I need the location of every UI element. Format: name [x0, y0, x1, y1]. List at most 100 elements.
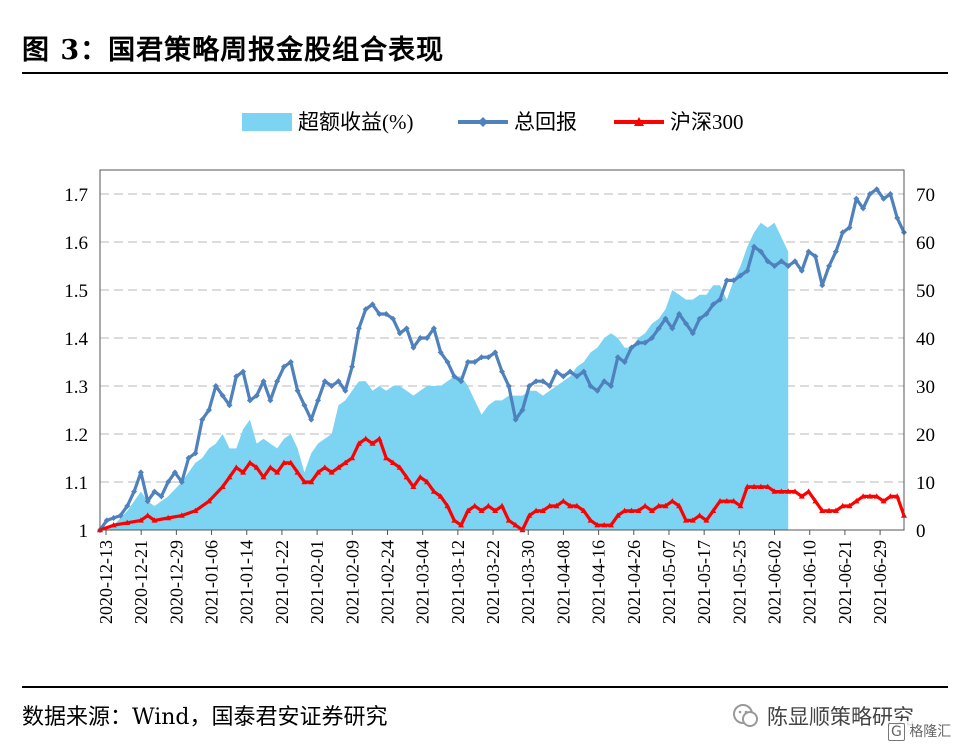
total-return-point — [608, 383, 615, 389]
total-return-point — [662, 315, 669, 322]
x-tick-label: 2020-12-13 — [96, 540, 116, 624]
hs300-point — [839, 502, 846, 509]
hs300-point — [894, 493, 901, 499]
total-return-point — [301, 402, 308, 409]
total-return-point — [519, 407, 526, 413]
total-return-point — [253, 392, 260, 399]
total-return-point — [642, 339, 649, 346]
total-return-point — [873, 186, 880, 193]
total-return-point — [185, 455, 192, 461]
total-return-point — [444, 359, 451, 365]
hs300-point — [846, 502, 853, 509]
hs300-point — [791, 488, 798, 494]
y-right-tick-label: 50 — [916, 281, 935, 302]
total-return-point — [260, 378, 267, 385]
x-tick-label: 2021-03-30 — [518, 540, 538, 624]
hs300-point — [464, 507, 471, 513]
hs300-point — [444, 502, 451, 509]
hs300-point — [178, 512, 185, 518]
total-return-point — [383, 311, 390, 317]
total-return-point — [274, 378, 281, 385]
hs300-point — [137, 517, 144, 523]
total-return-point — [192, 450, 199, 457]
total-return-point — [178, 479, 185, 485]
hs300-point — [771, 488, 778, 494]
total-return-point — [866, 191, 873, 197]
total-return-point — [594, 387, 601, 394]
hs300-point — [730, 498, 737, 504]
hs300-point — [880, 498, 887, 504]
hs300-point — [335, 464, 342, 470]
total-return-point — [682, 320, 689, 327]
hs300-point — [785, 488, 792, 494]
total-return-point — [853, 195, 860, 202]
total-return-point — [819, 282, 826, 289]
hs300-point — [594, 522, 601, 528]
hs300-point — [533, 507, 540, 513]
total-return-point — [458, 378, 465, 385]
tick-labels: 1 1.1 1.2 1.3 1.4 1.5 1.6 1.7 0 10 20 30 40 50 60 70 202… — [64, 185, 935, 624]
y-left-tick-label: 1.3 — [64, 377, 88, 398]
hs300-point — [648, 507, 655, 513]
total-return-point — [744, 267, 751, 274]
total-return-point — [165, 479, 172, 485]
hs300-point — [580, 507, 587, 513]
hs300-point — [376, 435, 383, 441]
hs300-point — [696, 512, 703, 518]
hs300-point — [853, 498, 860, 504]
total-return-point — [464, 359, 471, 365]
hs300-point — [737, 502, 744, 509]
hs300-point — [417, 474, 424, 480]
x-tick-label: 2021-01-14 — [237, 540, 257, 624]
hs300-point — [669, 498, 676, 504]
total-return-point — [614, 354, 621, 361]
x-tick-label: 2021-02-09 — [342, 540, 362, 624]
hs300-point — [492, 507, 499, 513]
total-return-point — [703, 311, 710, 317]
hs300-point — [560, 498, 567, 504]
hs300-point — [355, 440, 362, 446]
hs300-point — [573, 502, 580, 509]
hs300-point — [458, 522, 465, 528]
total-return-point — [505, 383, 512, 389]
total-return-point — [226, 402, 233, 409]
hs300-point — [587, 517, 594, 523]
logo-text: 格隆汇 — [909, 724, 952, 740]
total-return-point — [267, 397, 274, 404]
figure-title: 图 3：国君策略周报金股组合表现 — [22, 35, 445, 66]
title-rule — [22, 72, 948, 74]
y-left-tick-label: 1 — [79, 521, 89, 542]
hs300-point — [682, 517, 689, 523]
total-return-point — [199, 416, 206, 423]
total-return-point — [717, 296, 724, 303]
y-right-tick-label: 10 — [916, 473, 935, 494]
hs300-point — [280, 459, 287, 465]
hs300-point — [144, 512, 151, 518]
hs300-point — [342, 459, 349, 465]
total-return-point — [539, 378, 546, 385]
x-tick-label: 2021-02-24 — [377, 540, 397, 624]
legend-label-excess: 超额收益(%) — [298, 110, 413, 134]
y-left-tick-label: 1.4 — [64, 329, 88, 350]
total-return-point — [696, 315, 703, 322]
total-return-point — [764, 258, 771, 265]
hs300-point — [253, 464, 260, 470]
hs300-point — [206, 498, 213, 504]
total-return-point — [485, 354, 492, 361]
x-tick-label: 2021-03-22 — [483, 540, 503, 624]
hs300-point — [526, 512, 533, 518]
x-tick-label: 2021-03-12 — [448, 540, 468, 624]
y-left-tick-label: 1.2 — [64, 425, 88, 446]
total-return-point — [730, 277, 737, 284]
axes — [99, 169, 905, 535]
hs300-point — [642, 502, 649, 509]
hs300-point — [274, 469, 281, 475]
x-tick-label: 2021-06-10 — [800, 540, 820, 624]
hs300-point — [499, 502, 505, 509]
hs300-point — [826, 507, 833, 513]
hs300-point — [471, 502, 478, 509]
total-return-point — [342, 387, 349, 394]
hs300-point — [628, 507, 635, 513]
total-return-point — [587, 383, 594, 389]
